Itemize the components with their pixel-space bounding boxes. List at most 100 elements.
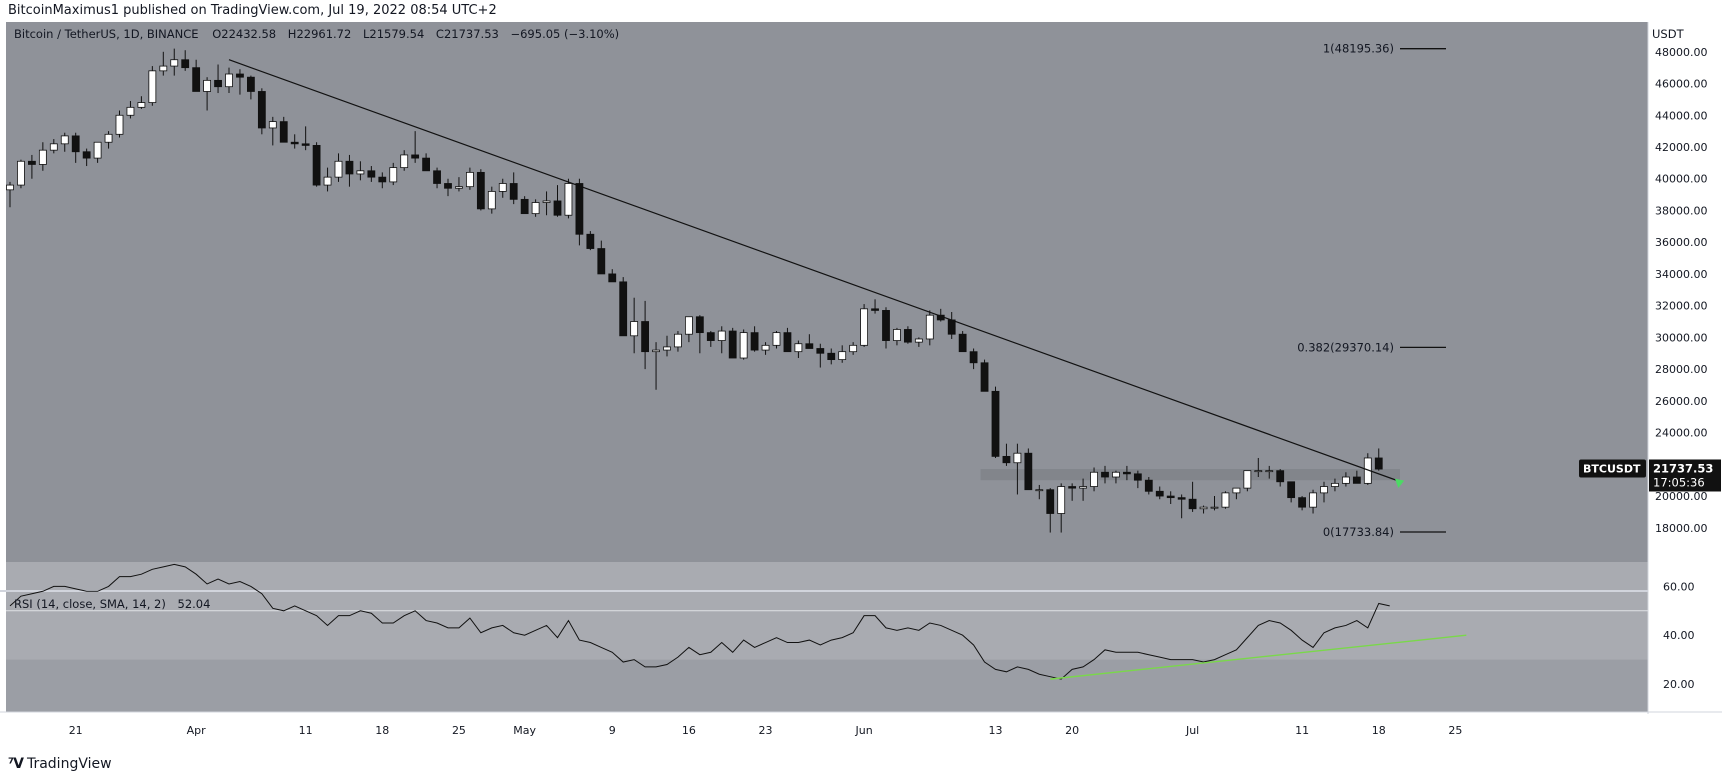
- candle-body: [334, 160, 343, 178]
- candle: [400, 150, 409, 171]
- candle-body: [564, 183, 573, 216]
- candle-body: [301, 143, 310, 146]
- candle-body: [608, 273, 617, 283]
- candle: [860, 304, 868, 347]
- candle-body: [1177, 497, 1186, 500]
- high-label: H: [288, 27, 297, 41]
- candle: [893, 327, 901, 346]
- candle: [706, 331, 715, 347]
- candle: [1024, 448, 1033, 491]
- candle-body: [312, 145, 321, 186]
- candle: [1177, 494, 1186, 519]
- candle: [608, 269, 617, 283]
- time-tick-label: 11: [1295, 724, 1309, 737]
- candle: [93, 141, 102, 163]
- candle-body: [553, 200, 562, 216]
- price-tick-label: 48000.00: [1655, 46, 1708, 59]
- candle-body: [1112, 471, 1120, 478]
- open-value: 22432.58: [221, 27, 276, 41]
- candle-body: [860, 308, 868, 346]
- time-tick-label: May: [513, 724, 536, 737]
- candle: [1352, 470, 1361, 484]
- time-tick-label: Jun: [855, 724, 873, 737]
- candle-body: [433, 170, 441, 184]
- time-tick-label: 20: [1065, 724, 1079, 737]
- candle: [904, 326, 912, 344]
- price-tick-label: 20000.00: [1655, 490, 1708, 503]
- candle-body: [674, 333, 682, 348]
- candle: [914, 337, 923, 347]
- candle-body: [914, 338, 923, 343]
- candle-body: [444, 183, 452, 189]
- candle: [6, 181, 14, 208]
- candle-body: [203, 79, 212, 92]
- candle-body: [1002, 455, 1011, 464]
- candle: [476, 169, 485, 211]
- candle: [1035, 484, 1044, 500]
- candle: [422, 153, 431, 172]
- candle: [203, 77, 212, 111]
- candle-body: [761, 344, 770, 351]
- close-label: C: [436, 27, 444, 41]
- rsi-label: RSI (14, close, SMA, 14, 2): [14, 597, 166, 611]
- last-price-tag[interactable]: BTCUSDT 21737.53 17:05:36: [1579, 459, 1721, 492]
- low-value: 21579.54: [369, 27, 424, 41]
- rsi-trendline[interactable]: [1050, 634, 1467, 680]
- candle-body: [1243, 470, 1252, 489]
- candle: [498, 178, 507, 198]
- candle-body: [104, 133, 113, 143]
- time-tick-label: Jul: [1185, 724, 1199, 737]
- candle: [1166, 491, 1175, 504]
- tradingview-logo[interactable]: ⁷𝗩 TradingView: [8, 756, 112, 772]
- candle: [674, 331, 682, 352]
- candle: [246, 75, 255, 100]
- price-pane[interactable]: [6, 22, 1648, 590]
- candle: [542, 191, 551, 216]
- candle: [170, 48, 179, 76]
- rsi-line[interactable]: [9, 563, 1390, 680]
- candle-body: [159, 65, 168, 72]
- symbol-name: Bitcoin / TetherUS, 1D, BINANCE: [14, 27, 199, 41]
- candle: [444, 178, 452, 197]
- candle-body: [849, 344, 858, 353]
- candle: [181, 50, 190, 71]
- candle-body: [1221, 492, 1230, 508]
- candle-body: [904, 329, 912, 343]
- candle: [772, 331, 781, 349]
- candle: [1199, 505, 1208, 514]
- tradingview-chart[interactable]: 1(48195.36) 0.382(29370.14) 0(17733.84) 48…: [0, 22, 1722, 752]
- candle: [1057, 483, 1066, 533]
- candle-body: [214, 79, 222, 88]
- candle-body: [1276, 470, 1285, 483]
- candle-body: [400, 154, 409, 169]
- rsi-value: 52.04: [178, 597, 211, 611]
- candle-body: [1199, 506, 1208, 510]
- time-tick-label: 23: [759, 724, 773, 737]
- time-tick-label: 25: [452, 724, 466, 737]
- price-tick-label: 38000.00: [1655, 204, 1708, 217]
- candle: [279, 116, 288, 143]
- currency-label: USDT: [1652, 27, 1685, 41]
- candle: [290, 134, 299, 149]
- candle-body: [17, 160, 25, 186]
- candle-body: [257, 91, 266, 129]
- candle-body: [93, 141, 102, 159]
- price-axis[interactable]: [1648, 22, 1722, 714]
- candle: [695, 315, 704, 354]
- candle-body: [794, 343, 803, 353]
- candle-body: [411, 154, 420, 159]
- arrow-icon: [1394, 478, 1405, 489]
- candle-body: [1210, 506, 1219, 509]
- descending-trendline[interactable]: [228, 59, 1401, 483]
- candle: [1320, 481, 1328, 503]
- candle: [104, 131, 113, 149]
- candle-body: [772, 332, 781, 346]
- candle: [27, 154, 36, 179]
- price-tick-label: 24000.00: [1655, 427, 1708, 440]
- candle-body: [816, 348, 825, 354]
- candle-body: [1320, 486, 1328, 494]
- time-axis[interactable]: [0, 712, 1722, 752]
- candle-body: [1101, 471, 1109, 478]
- price-tick-label: 44000.00: [1655, 109, 1708, 122]
- candle: [575, 178, 584, 246]
